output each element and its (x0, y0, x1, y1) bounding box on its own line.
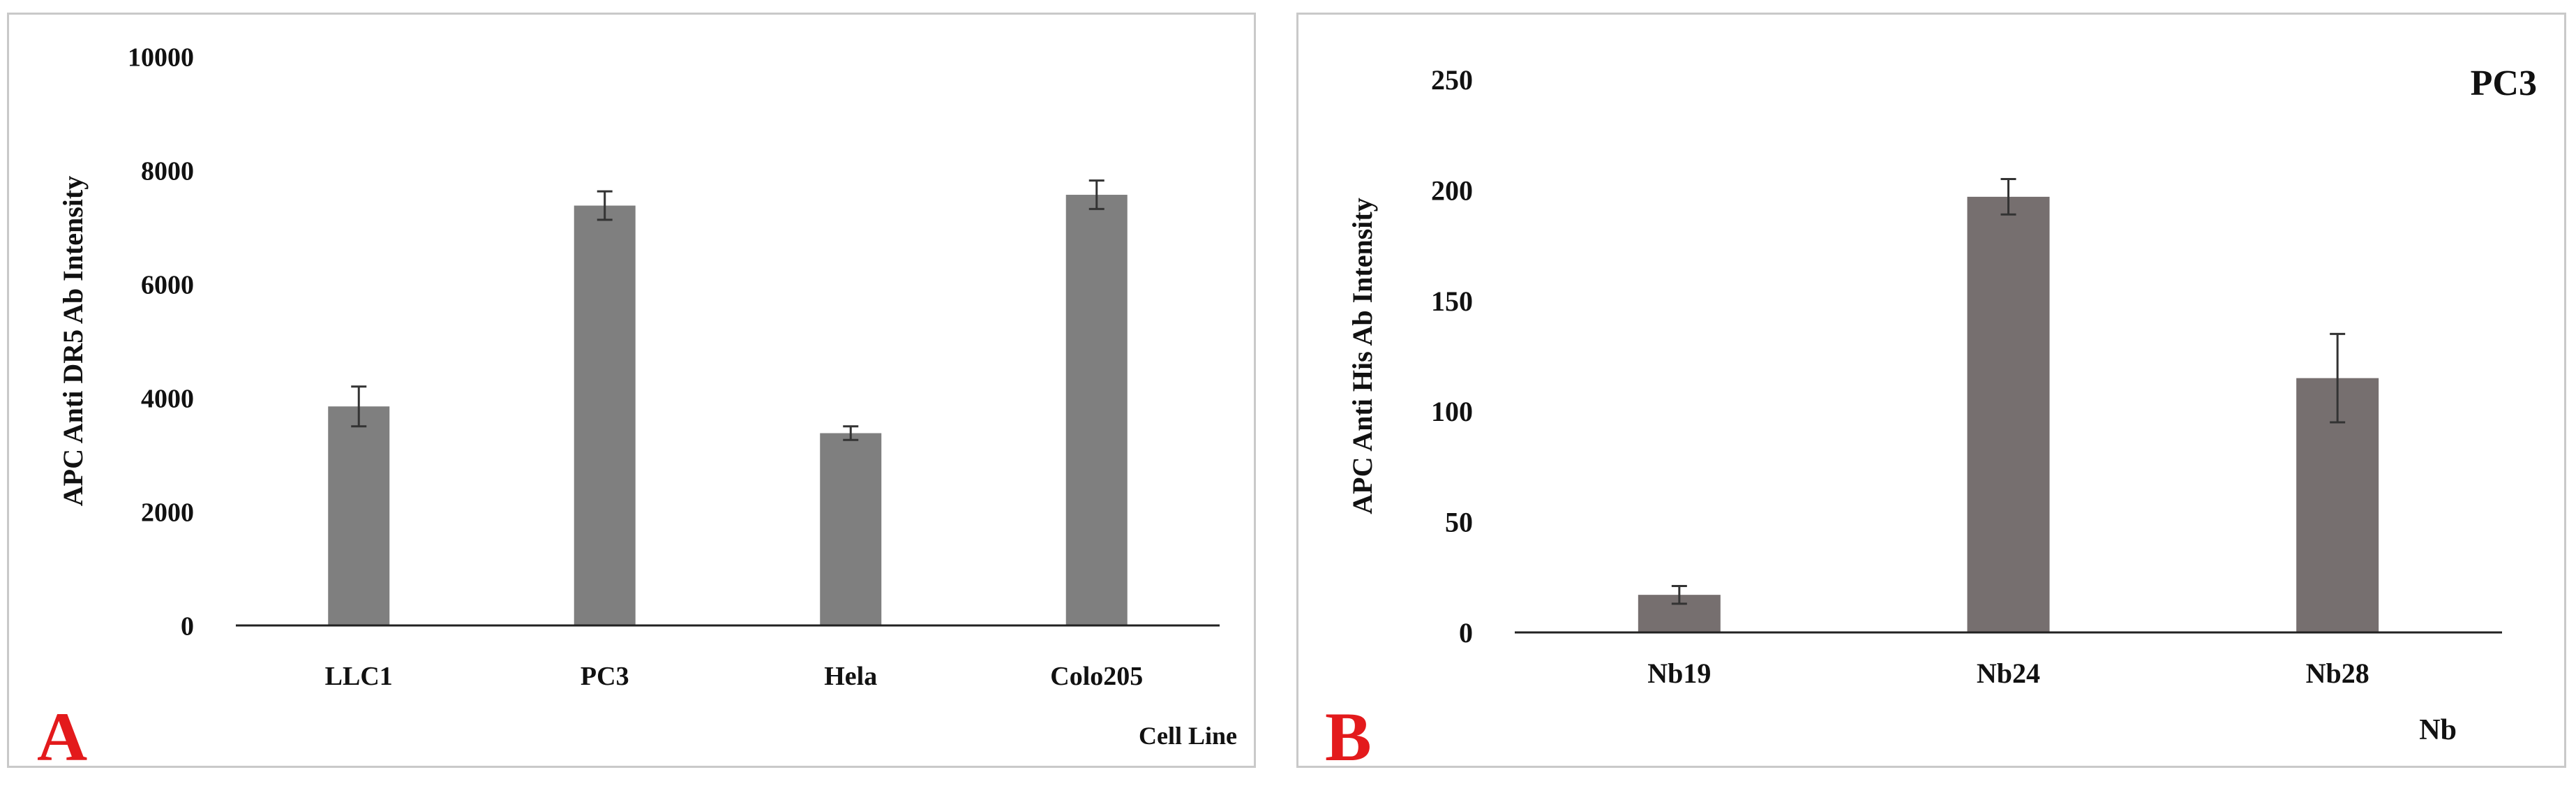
chart-b-bar-nb24 (1967, 196, 2050, 632)
chart-b-y-tick-label: 150 (1431, 286, 1473, 317)
chart-panel-b: 0 50 100 150 200 250 Nb19 Nb24 Nb28 APC Anti Hi… (1296, 13, 2566, 776)
chart-a-x-tick-label: Colo205 (1050, 662, 1143, 691)
chart-a-bar-hela (820, 433, 882, 625)
chart-a-y-tick-label: 4000 (141, 384, 194, 413)
chart-a-error-bar-pc3 (597, 190, 613, 221)
chart-b-error-bar-nb24 (2000, 178, 2016, 216)
chart-a-y-tick-label: 10000 (128, 43, 194, 72)
chart-a-svg: 0 2000 4000 6000 8000 10000 LLC1 PC3 Hela Colo20… (37, 43, 1237, 776)
chart-a-x-tick-label: Hela (824, 662, 877, 691)
chart-a-error-bar-llc1 (351, 385, 367, 428)
chart-b-y-tick-label: 50 (1445, 507, 1473, 538)
chart-b-y-tick-label: 0 (1459, 617, 1473, 648)
panel-label-a: A (37, 698, 87, 776)
chart-a-y-tick-label: 8000 (141, 156, 194, 186)
chart-a-x-tick-label: LLC1 (325, 662, 393, 691)
chart-b-y-tick-label: 200 (1431, 175, 1473, 206)
chart-a-bars (328, 195, 1128, 625)
chart-a-bar-colo205 (1065, 195, 1128, 625)
chart-b-x-tick-label: Nb24 (1977, 658, 2040, 689)
chart-a-error-bar-colo205 (1088, 179, 1104, 210)
chart-b-y-axis-label: APC Anti His Ab Intensity (1347, 198, 1378, 514)
chart-a-y-axis-label: APC Anti DR5 Ab Intensity (57, 176, 89, 506)
chart-b-error-bar-nb28 (2330, 332, 2346, 424)
chart-a-x-axis-label: Cell Line (1139, 722, 1237, 750)
chart-a-error-bars (351, 179, 1104, 441)
chart-b-x-tick-label: Nb28 (2306, 658, 2369, 689)
chart-a-y-tick-label: 6000 (141, 270, 194, 299)
chart-b-x-axis-label: Nb (2419, 714, 2457, 746)
chart-b-svg: 0 50 100 150 200 250 Nb19 Nb24 Nb28 APC Anti Hi… (1325, 64, 2537, 776)
chart-b-x-ticks: Nb19 Nb24 Nb28 (1647, 658, 2369, 689)
chart-a-error-bar-hela (843, 425, 859, 441)
chart-b-error-bar-nb19 (1671, 584, 1687, 605)
chart-b-title: PC3 (2471, 64, 2537, 103)
chart-a-bar-llc1 (328, 406, 390, 625)
panel-label-b: B (1325, 698, 1372, 776)
chart-a-y-ticks: 0 2000 4000 6000 8000 10000 (128, 43, 194, 641)
chart-a-y-tick-label: 0 (181, 611, 194, 641)
chart-b-error-bars (1671, 178, 2346, 605)
chart-a-x-ticks: LLC1 PC3 Hela Colo205 (325, 662, 1144, 691)
chart-panel-a: 0 2000 4000 6000 8000 10000 LLC1 PC3 Hela Colo20… (7, 13, 1256, 776)
chart-a-bar-pc3 (574, 205, 636, 625)
chart-a-x-tick-label: PC3 (581, 662, 629, 691)
chart-b-y-tick-label: 100 (1431, 396, 1473, 427)
chart-b-y-ticks: 0 50 100 150 200 250 (1431, 64, 1473, 648)
chart-b-bars (1638, 196, 2379, 632)
chart-a-y-tick-label: 2000 (141, 498, 194, 527)
chart-b-y-tick-label: 250 (1431, 64, 1473, 96)
chart-b-x-tick-label: Nb19 (1647, 658, 1711, 689)
